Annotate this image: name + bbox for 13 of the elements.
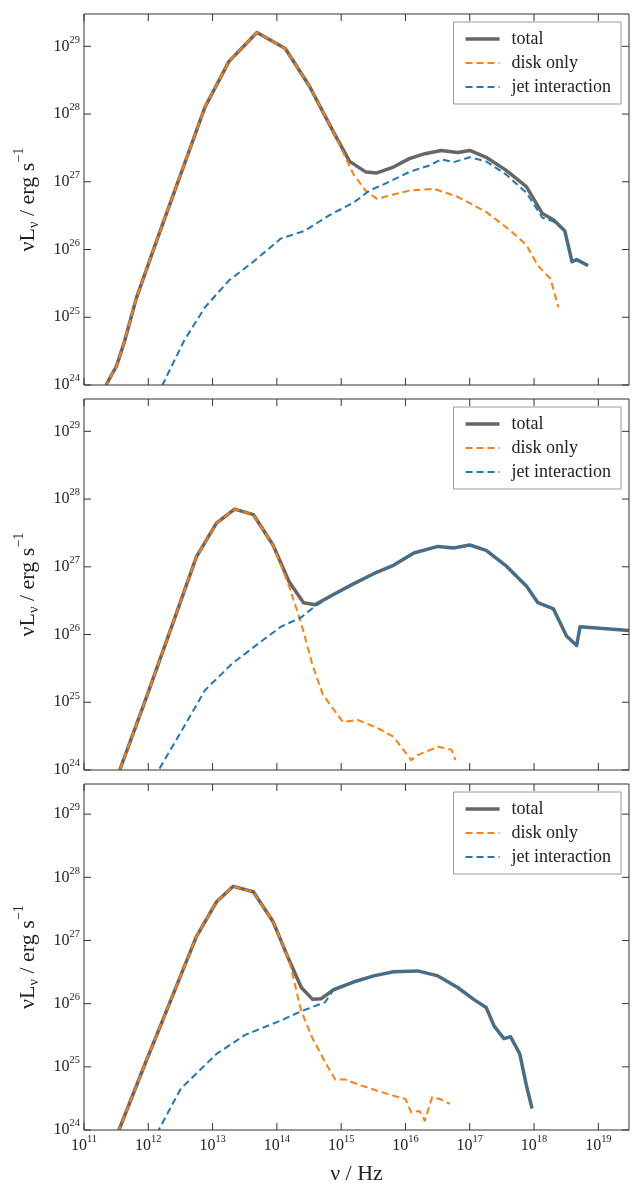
legend-label: total xyxy=(511,412,544,433)
legend-label: disk only xyxy=(511,51,579,72)
y-axis-title: νLν / erg s−1 xyxy=(9,147,42,252)
legend-label: disk only xyxy=(511,436,579,457)
legend-label: jet interaction xyxy=(510,460,612,481)
legend-label: total xyxy=(511,797,544,818)
legend-label: total xyxy=(511,27,544,48)
legend-label: disk only xyxy=(511,821,579,842)
y-axis-title: νLν / erg s−1 xyxy=(9,905,42,1009)
y-axis-title: νLν / erg s−1 xyxy=(9,532,42,637)
x-axis-title: ν / Hz xyxy=(330,1159,384,1185)
legend-label: jet interaction xyxy=(510,75,612,96)
legend-label: jet interaction xyxy=(510,845,612,866)
